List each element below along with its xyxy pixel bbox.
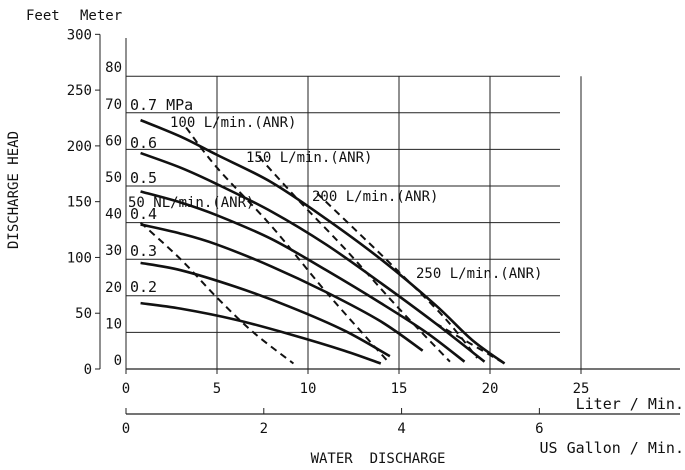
x-secondary-tick-label: 4	[397, 421, 405, 437]
x-secondary-tick-label: 6	[535, 421, 543, 437]
y-meter-tick-label: 20	[105, 280, 122, 296]
airflow-curve-label: 150 L/min.(ANR)	[246, 150, 372, 166]
y-meter-tick-label: 40	[105, 207, 122, 223]
pressure-curve	[140, 190, 466, 363]
y-feet-tick-label: 50	[75, 306, 92, 322]
x-unit-primary: Liter / Min.	[576, 395, 684, 413]
y-meter-tick-label: 0	[114, 353, 122, 369]
airflow-curve	[139, 221, 295, 365]
pressure-curve	[140, 151, 486, 363]
x-axis-title: WATER DISCHARGE	[311, 451, 446, 467]
pressure-curve-label: 0.2	[130, 278, 157, 296]
x-secondary-tick-label: 0	[122, 421, 130, 437]
pressure-curve-label: 0.7 MPa	[130, 96, 193, 114]
x-secondary-tick-label: 2	[260, 421, 268, 437]
y-meter-tick-label: 10	[105, 316, 122, 332]
pressure-curve	[140, 118, 506, 365]
y-meter-tick-label: 30	[105, 243, 122, 259]
pressure-curve	[140, 301, 382, 365]
y-feet-tick-label: 300	[67, 27, 92, 43]
airflow-curve-label: 100 L/min.(ANR)	[170, 115, 296, 131]
x-tick-label: 15	[391, 381, 408, 397]
y-feet-tick-label: 150	[67, 195, 92, 211]
x-tick-label: 20	[482, 381, 499, 397]
airflow-curve-label: 200 L/min.(ANR)	[312, 189, 438, 205]
pressure-curves	[140, 118, 506, 365]
x-tick-label: 5	[213, 381, 221, 397]
y-unit-right: Meter	[80, 8, 122, 24]
curve-labels: 0.7 MPa 0.6 0.5 0.4 0.3 0.2 50 NL/min.(ANR) 100…	[128, 96, 542, 296]
y-axis-title: DISCHARGE HEAD	[6, 131, 22, 249]
x-tick-label: 0	[122, 381, 130, 397]
airflow-curve	[185, 126, 389, 363]
airflow-curve-label: 50 NL/min.(ANR)	[128, 195, 254, 211]
pressure-curve-label: 0.6	[130, 134, 157, 152]
x-tick-label: 10	[300, 381, 317, 397]
x-tick-label: 25	[573, 381, 590, 397]
y-unit-left: Feet	[26, 8, 60, 24]
airflow-curves	[139, 126, 506, 365]
pressure-curve-label: 0.3	[130, 242, 157, 260]
airflow-curve	[258, 156, 451, 363]
pressure-curve	[140, 261, 391, 358]
y-feet-tick-label: 0	[84, 362, 92, 378]
axes	[95, 33, 680, 415]
y-meter-tick-label: 60	[105, 133, 122, 149]
y-feet-tick-label: 250	[67, 83, 92, 99]
pressure-curve	[140, 223, 424, 352]
grid-lines	[126, 75, 582, 369]
airflow-curve	[434, 322, 506, 365]
airflow-curve-label: 250 L/min.(ANR)	[416, 266, 542, 282]
y-meter-tick-label: 80	[105, 60, 122, 76]
pressure-curve-label: 0.5	[130, 169, 157, 187]
y-meter-tick-label: 50	[105, 170, 122, 186]
y-meter-tick-label: 70	[105, 97, 122, 113]
airflow-curve	[316, 192, 479, 359]
y-feet-tick-label: 100	[67, 250, 92, 266]
y-feet-tick-label: 200	[67, 139, 92, 155]
x-unit-secondary: US Gallon / Min.	[540, 439, 685, 457]
pressure-curve-label: 0.4	[130, 205, 157, 223]
